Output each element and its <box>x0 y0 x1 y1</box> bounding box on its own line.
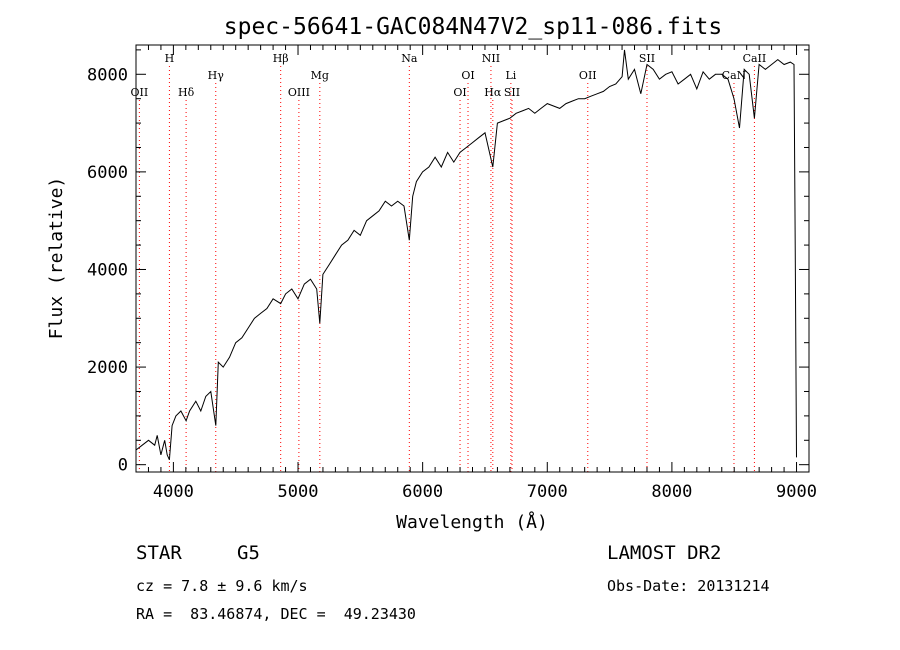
x-tick-label-8000: 8000 <box>651 482 692 502</box>
line-label-0: OII <box>131 86 149 99</box>
line-label-10: NII <box>482 52 500 65</box>
line-markers <box>138 66 755 472</box>
line-label-17: CaII <box>743 52 767 65</box>
line-label-4: Hβ <box>273 52 289 65</box>
x-tick-label-6000: 6000 <box>402 482 443 502</box>
line-label-8: OI <box>453 86 466 99</box>
plot-frame <box>135 44 810 473</box>
y-tick-label-4000: 4000 <box>87 260 128 280</box>
coordinates: RA = 83.46874, DEC = 49.23430 <box>136 605 416 623</box>
chart-title: spec-56641-GAC084N47V2_sp11-086.fits <box>224 14 723 40</box>
survey-name: LAMOST DR2 <box>607 542 722 564</box>
line-label-5: OIII <box>288 86 310 99</box>
x-axis: 4000 5000 6000 7000 8000 9000 <box>147 45 817 502</box>
y-tick-label-0: 0 <box>118 456 128 476</box>
line-label-7: Na <box>401 52 418 65</box>
y-axis-label: Flux (relative) <box>46 177 67 340</box>
line-label-11: Hα <box>484 86 502 99</box>
line-label-13: SII <box>504 86 520 99</box>
line-label-9: OI <box>461 69 474 82</box>
x-axis-label: Wavelength (Å) <box>396 511 548 533</box>
line-label-2: Hδ <box>178 86 195 99</box>
line-label-12: Li <box>505 69 516 82</box>
x-tick-label-9000: 9000 <box>776 482 817 502</box>
y-axis: 0 2000 4000 6000 8000 <box>87 49 809 476</box>
line-label-14: OII <box>579 69 597 82</box>
flux-series-line <box>135 49 797 461</box>
y-tick-label-6000: 6000 <box>87 163 128 183</box>
y-tick-label-2000: 2000 <box>87 358 128 378</box>
line-label-3: Hγ <box>208 69 225 82</box>
x-tick-label-7000: 7000 <box>527 482 568 502</box>
line-label-15: SII <box>639 52 655 65</box>
redshift-velocity: cz = 7.8 ± 9.6 km/s <box>136 577 308 595</box>
observation-date: Obs-Date: 20131214 <box>607 577 770 595</box>
x-tick-label-5000: 5000 <box>278 482 319 502</box>
object-class: STAR <box>136 542 182 564</box>
x-tick-label-4000: 4000 <box>153 482 194 502</box>
line-label-6: Mg <box>311 69 329 82</box>
y-tick-label-8000: 8000 <box>87 65 128 85</box>
subclass: G5 <box>237 542 260 564</box>
line-label-1: H <box>165 52 175 65</box>
